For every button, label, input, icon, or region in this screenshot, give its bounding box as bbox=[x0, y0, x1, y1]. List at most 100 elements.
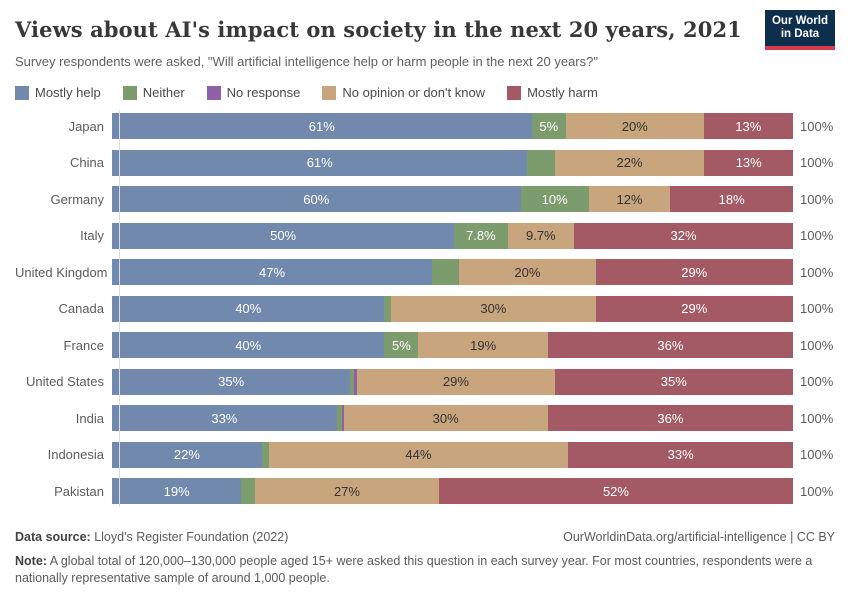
bar-segment-help[interactable]: 47% bbox=[112, 259, 433, 285]
stacked-bar: 22% 44% 33% bbox=[112, 441, 793, 468]
owid-link[interactable]: OurWorldinData.org/artificial-intelligen… bbox=[563, 530, 835, 544]
bar-segment-neither[interactable]: 5% bbox=[531, 113, 566, 139]
chart-row: Pakistan 19% 27% 52% 100% bbox=[15, 478, 835, 504]
chart-row: Germany 60% 10% 12% 18% 100% bbox=[15, 186, 835, 212]
legend-swatch bbox=[507, 85, 522, 100]
bar-segment-neither[interactable] bbox=[384, 295, 392, 322]
bar-segment-neither[interactable] bbox=[241, 478, 256, 504]
bar-segment-noresponse[interactable] bbox=[354, 368, 358, 395]
bar-segment-noop[interactable]: 30% bbox=[343, 405, 548, 431]
total-label: 100% bbox=[800, 118, 834, 134]
bar-segment-noop[interactable]: 30% bbox=[391, 295, 596, 322]
bar-segment-help[interactable]: 33% bbox=[112, 405, 337, 431]
bar-segment-noop[interactable]: 44% bbox=[268, 441, 569, 468]
bar-segment-neither[interactable]: 10% bbox=[520, 186, 589, 212]
legend-label: Mostly harm bbox=[527, 85, 598, 100]
bar-segment-neither[interactable]: 7.8% bbox=[454, 222, 508, 249]
logo-line-1: Our World bbox=[771, 15, 828, 27]
bar-segment-noop[interactable]: 20% bbox=[459, 259, 596, 285]
bar-segment-help[interactable]: 22% bbox=[112, 441, 262, 468]
stacked-bar: 60% 10% 12% 18% bbox=[112, 186, 793, 212]
segment-value-label: 5% bbox=[539, 118, 559, 134]
bar-segment-help[interactable]: 61% bbox=[112, 149, 528, 176]
segment-value-label: 40% bbox=[235, 337, 262, 353]
segment-value-label: 30% bbox=[432, 410, 459, 426]
bar-segment-harm[interactable]: 33% bbox=[568, 441, 793, 468]
segment-value-label: 52% bbox=[602, 483, 629, 499]
bar-segment-neither[interactable] bbox=[350, 368, 355, 395]
legend: Mostly help Neither No response No opinion … bbox=[15, 85, 835, 100]
segment-value-label: 60% bbox=[303, 191, 330, 207]
logo-line-2: in Data bbox=[780, 28, 820, 40]
bar-segment-noop[interactable]: 12% bbox=[588, 186, 671, 212]
chart-rows: Japan 61% 5% 20% 13% 100% China 61% 22% 13% 100% Ge… bbox=[15, 113, 835, 504]
legend-item-help[interactable]: Mostly help bbox=[15, 85, 101, 100]
segment-value-label: 30% bbox=[480, 301, 507, 316]
bar-segment-harm[interactable]: 13% bbox=[703, 113, 793, 139]
bar-segment-noop[interactable]: 20% bbox=[566, 113, 704, 139]
bar-segment-harm[interactable]: 35% bbox=[554, 368, 793, 395]
stacked-bar: 33% 30% 36% bbox=[112, 405, 793, 431]
bar-segment-noop[interactable]: 29% bbox=[357, 368, 555, 395]
bar-segment-harm[interactable]: 18% bbox=[670, 186, 793, 212]
segment-value-label: 47% bbox=[259, 264, 286, 280]
segment-value-label: 20% bbox=[621, 118, 648, 134]
bar-segment-help[interactable]: 40% bbox=[112, 295, 385, 322]
total-label: 100% bbox=[800, 264, 834, 280]
country-label: United Kingdom bbox=[15, 264, 108, 280]
segment-value-label: 19% bbox=[163, 483, 190, 499]
data-source-label: Data source: bbox=[15, 530, 91, 544]
bar-segment-harm[interactable]: 52% bbox=[438, 478, 793, 504]
country-label: United States bbox=[25, 374, 104, 389]
legend-item-neither[interactable]: Neither bbox=[122, 85, 185, 100]
bar-segment-neither[interactable] bbox=[261, 441, 269, 468]
bar-segment-help[interactable]: 50% bbox=[112, 222, 455, 249]
legend-swatch bbox=[322, 85, 337, 100]
bar-segment-harm[interactable]: 36% bbox=[547, 332, 793, 358]
bar-segment-help[interactable]: 60% bbox=[112, 186, 521, 212]
bar-segment-neither[interactable] bbox=[336, 405, 342, 431]
legend-item-noop[interactable]: No opinion or don't know bbox=[322, 85, 485, 100]
bar-segment-help[interactable]: 61% bbox=[112, 113, 532, 139]
bar-segment-help[interactable]: 35% bbox=[112, 368, 351, 395]
total-label: 100% bbox=[800, 228, 834, 243]
bar-segment-help[interactable]: 40% bbox=[112, 332, 385, 358]
chart-row: Indonesia 22% 44% 33% 100% bbox=[15, 441, 835, 468]
stacked-bar: 40% 5% 19% 36% bbox=[112, 332, 793, 358]
segment-value-label: 19% bbox=[470, 337, 497, 353]
bar-segment-neither[interactable] bbox=[432, 259, 460, 285]
stacked-bar-chart: Japan 61% 5% 20% 13% 100% China 61% 22% 13% 100% Ge… bbox=[15, 110, 835, 507]
bar-segment-neither[interactable]: 5% bbox=[384, 332, 419, 358]
legend-item-noresponse[interactable]: No response bbox=[206, 85, 300, 100]
data-source: Data source: Lloyd's Register Foundation… bbox=[15, 529, 288, 546]
data-source-value: Lloyd's Register Foundation (2022) bbox=[90, 530, 289, 544]
chart-row: France 40% 5% 19% 36% 100% bbox=[15, 332, 835, 358]
bar-segment-noop[interactable]: 22% bbox=[554, 149, 705, 176]
bar-segment-help[interactable]: 19% bbox=[112, 478, 242, 504]
owid-logo[interactable]: Our World in Data bbox=[765, 10, 835, 50]
segment-value-label: 13% bbox=[735, 155, 762, 170]
bar-segment-harm[interactable]: 32% bbox=[574, 222, 793, 249]
bar-segment-harm[interactable]: 36% bbox=[547, 405, 793, 431]
stacked-bar: 35% 29% 35% bbox=[112, 368, 793, 395]
bar-segment-neither[interactable] bbox=[527, 149, 555, 176]
segment-value-label: 50% bbox=[270, 228, 297, 243]
stacked-bar: 40% 30% 29% bbox=[112, 295, 793, 322]
bar-segment-harm[interactable]: 29% bbox=[595, 295, 793, 322]
segment-value-label: 27% bbox=[333, 483, 360, 499]
bar-segment-harm[interactable]: 29% bbox=[595, 259, 793, 285]
total-label: 100% bbox=[800, 337, 834, 353]
bar-segment-noop[interactable]: 9.7% bbox=[507, 222, 574, 249]
segment-value-label: 29% bbox=[442, 374, 469, 389]
country-label: Indonesia bbox=[47, 447, 104, 462]
legend-swatch bbox=[206, 85, 221, 100]
country-label: France bbox=[63, 337, 104, 353]
bar-segment-noop[interactable]: 27% bbox=[255, 478, 439, 504]
chart-row: United Kingdom 47% 20% 29% 100% bbox=[15, 259, 835, 285]
bar-segment-harm[interactable]: 13% bbox=[704, 149, 793, 176]
chart-row: Japan 61% 5% 20% 13% 100% bbox=[15, 113, 835, 139]
bar-segment-noop[interactable]: 19% bbox=[418, 332, 548, 358]
legend-item-harm[interactable]: Mostly harm bbox=[507, 85, 598, 100]
bar-segment-noresponse[interactable] bbox=[341, 405, 344, 431]
